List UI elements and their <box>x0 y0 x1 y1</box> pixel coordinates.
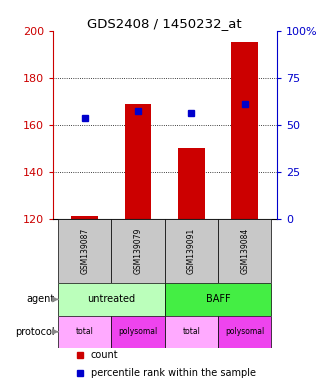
Bar <box>111 218 165 283</box>
Text: count: count <box>91 350 118 360</box>
Text: total: total <box>182 327 200 336</box>
Bar <box>218 218 271 283</box>
Bar <box>58 316 111 348</box>
Bar <box>58 218 111 283</box>
Bar <box>178 148 205 218</box>
Bar <box>165 218 218 283</box>
Bar <box>111 316 165 348</box>
Text: polysomal: polysomal <box>118 327 158 336</box>
Text: GSM139091: GSM139091 <box>187 228 196 274</box>
Bar <box>165 283 271 316</box>
Title: GDS2408 / 1450232_at: GDS2408 / 1450232_at <box>87 17 242 30</box>
Bar <box>218 316 271 348</box>
Text: total: total <box>76 327 94 336</box>
Text: GSM139084: GSM139084 <box>240 228 249 274</box>
Bar <box>58 283 165 316</box>
Bar <box>125 104 151 218</box>
Bar <box>231 43 258 218</box>
Text: GSM139087: GSM139087 <box>80 228 89 274</box>
Text: untreated: untreated <box>87 295 136 305</box>
Text: agent: agent <box>26 295 54 305</box>
Bar <box>165 316 218 348</box>
Text: BAFF: BAFF <box>206 295 230 305</box>
Text: percentile rank within the sample: percentile rank within the sample <box>91 368 256 378</box>
Text: polysomal: polysomal <box>225 327 264 336</box>
Text: protocol: protocol <box>15 327 54 337</box>
Bar <box>71 216 98 218</box>
Text: GSM139079: GSM139079 <box>134 228 143 274</box>
